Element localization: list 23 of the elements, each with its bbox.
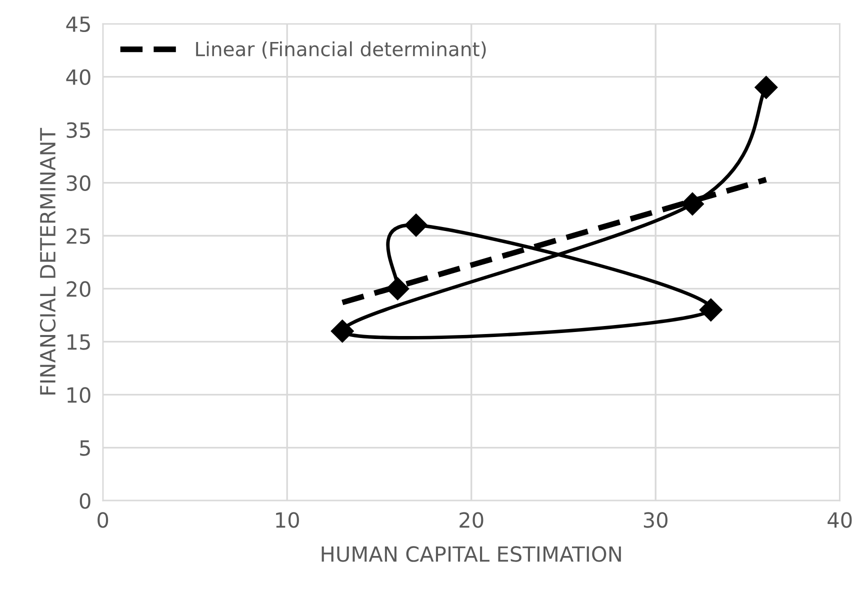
point — [330, 320, 354, 343]
y-tick-label: 35 — [66, 122, 90, 138]
y-tick-label: 30 — [66, 175, 90, 191]
y-tick-label: 40 — [66, 69, 90, 86]
y-tick-label: 15 — [68, 334, 90, 350]
x-tick-label: 10 — [276, 512, 299, 528]
y-tick-label: 20 — [66, 281, 90, 297]
point — [404, 214, 428, 237]
y-tick-label: 10 — [68, 387, 90, 403]
x-tick-label: 20 — [460, 512, 484, 528]
point — [699, 298, 722, 322]
x-axis-title: HUMAN CAPITAL ESTIMATION — [322, 546, 621, 562]
point — [386, 277, 410, 300]
point — [754, 76, 778, 99]
legend-label: Linear (Financial determinant) — [196, 41, 486, 59]
y-tick-label: 5 — [80, 440, 90, 456]
y-axis-title: FINANCIAL DETERMINANT — [40, 128, 56, 394]
y-tick-label: 45 — [66, 16, 90, 32]
y-tick-label: 0 — [80, 493, 90, 509]
x-tick-label: 40 — [828, 512, 852, 528]
x-tick-label: 0 — [98, 512, 108, 528]
y-tick-label: 25 — [66, 228, 90, 244]
x-tick-label: 30 — [644, 512, 668, 528]
